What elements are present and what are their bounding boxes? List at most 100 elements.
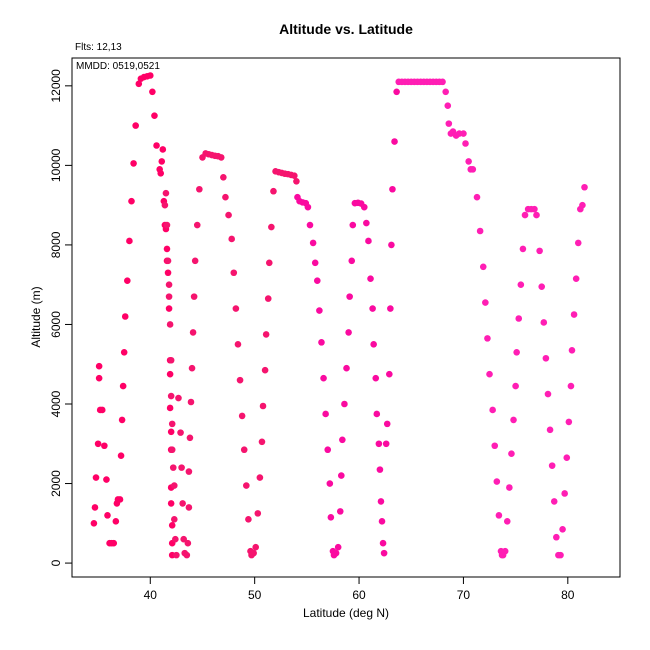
data-point — [146, 72, 154, 79]
data-point — [360, 203, 368, 211]
data-point — [196, 185, 203, 193]
data-point — [119, 382, 127, 390]
chart-title: Altitude vs. Latitude — [279, 21, 413, 37]
data-point — [349, 221, 357, 229]
chart-annotation: MMDD: 0519,0521 — [76, 61, 160, 72]
x-axis-label: Latitude (deg N) — [303, 606, 389, 620]
data-point — [190, 293, 198, 300]
data-point — [135, 80, 143, 88]
data-point — [250, 549, 257, 557]
data-point — [126, 237, 133, 245]
y-tick-label: 4000 — [49, 390, 63, 417]
data-point — [462, 140, 469, 147]
data-point — [166, 404, 174, 412]
data-point — [185, 504, 193, 511]
data-point — [162, 189, 170, 197]
data-point — [92, 474, 100, 481]
data-point — [339, 436, 346, 444]
data-point — [380, 549, 388, 557]
y-axis: 0 2000 4000 6000 8000 10000 12000 — [49, 69, 72, 566]
data-point — [268, 223, 275, 231]
data-point — [228, 235, 236, 243]
data-point — [306, 221, 314, 229]
data-point — [149, 88, 156, 96]
data-point — [542, 354, 550, 362]
data-point — [387, 305, 394, 312]
data-point — [393, 88, 400, 96]
data-point — [320, 374, 327, 382]
data-point — [245, 516, 252, 523]
data-point — [506, 484, 513, 491]
data-point — [243, 482, 250, 489]
data-point — [240, 446, 248, 454]
data-point — [503, 518, 511, 525]
data-point — [167, 356, 175, 364]
data-point — [316, 307, 323, 314]
data-point — [159, 146, 167, 153]
data-point — [238, 412, 246, 420]
data-point — [110, 539, 118, 547]
data-point — [570, 311, 578, 318]
data-point — [540, 319, 548, 326]
y-axis-label: Altitude (m) — [29, 286, 43, 347]
data-point — [94, 440, 102, 448]
data-point — [521, 211, 529, 219]
chart-subtitle: Flts: 12,13 — [75, 42, 122, 53]
data-point — [193, 221, 201, 229]
data-point — [188, 364, 196, 372]
data-point — [517, 281, 525, 288]
data-point — [252, 543, 260, 551]
data-point — [225, 211, 232, 219]
data-point — [163, 245, 171, 253]
data-point — [170, 516, 178, 523]
data-point — [444, 102, 452, 110]
x-tick-label: 50 — [248, 588, 262, 602]
x-tick-label: 70 — [457, 588, 471, 602]
data-point — [153, 142, 160, 149]
data-point — [442, 88, 449, 96]
plot-frame — [71, 57, 621, 578]
data-point — [234, 341, 242, 348]
data-point — [189, 329, 197, 336]
data-point — [180, 535, 187, 543]
data-point — [383, 420, 391, 428]
data-point — [163, 221, 171, 229]
data-point — [168, 521, 176, 529]
data-point — [367, 275, 374, 283]
data-point — [391, 138, 398, 145]
data-point — [379, 539, 387, 547]
data-point — [567, 382, 575, 390]
data-point — [557, 551, 564, 559]
data-point — [258, 438, 266, 446]
data-point — [531, 205, 538, 213]
data-point — [120, 348, 128, 356]
data-point — [445, 120, 453, 127]
data-point — [261, 366, 269, 374]
data-point — [388, 241, 395, 249]
y-tick-label: 10000 — [49, 148, 63, 182]
data-point — [544, 390, 552, 398]
data-point — [112, 518, 120, 525]
data-point — [130, 160, 137, 167]
data-point — [184, 539, 192, 547]
data-point — [565, 418, 573, 426]
data-point — [548, 462, 556, 469]
data-point — [546, 426, 554, 434]
data-point — [91, 504, 99, 511]
data-point — [346, 293, 353, 300]
data-point — [220, 174, 227, 181]
data-point — [495, 512, 503, 519]
data-point — [373, 410, 381, 418]
data-point — [291, 172, 298, 180]
data-point — [101, 442, 108, 450]
data-point — [489, 406, 496, 414]
data-point — [559, 525, 566, 533]
data-point — [484, 335, 491, 342]
data-points — [90, 72, 588, 559]
data-point — [375, 440, 383, 448]
data-point — [334, 543, 342, 551]
y-tick-label: 8000 — [49, 231, 63, 258]
data-point — [167, 428, 175, 436]
data-point — [164, 257, 172, 265]
data-point — [262, 331, 270, 338]
